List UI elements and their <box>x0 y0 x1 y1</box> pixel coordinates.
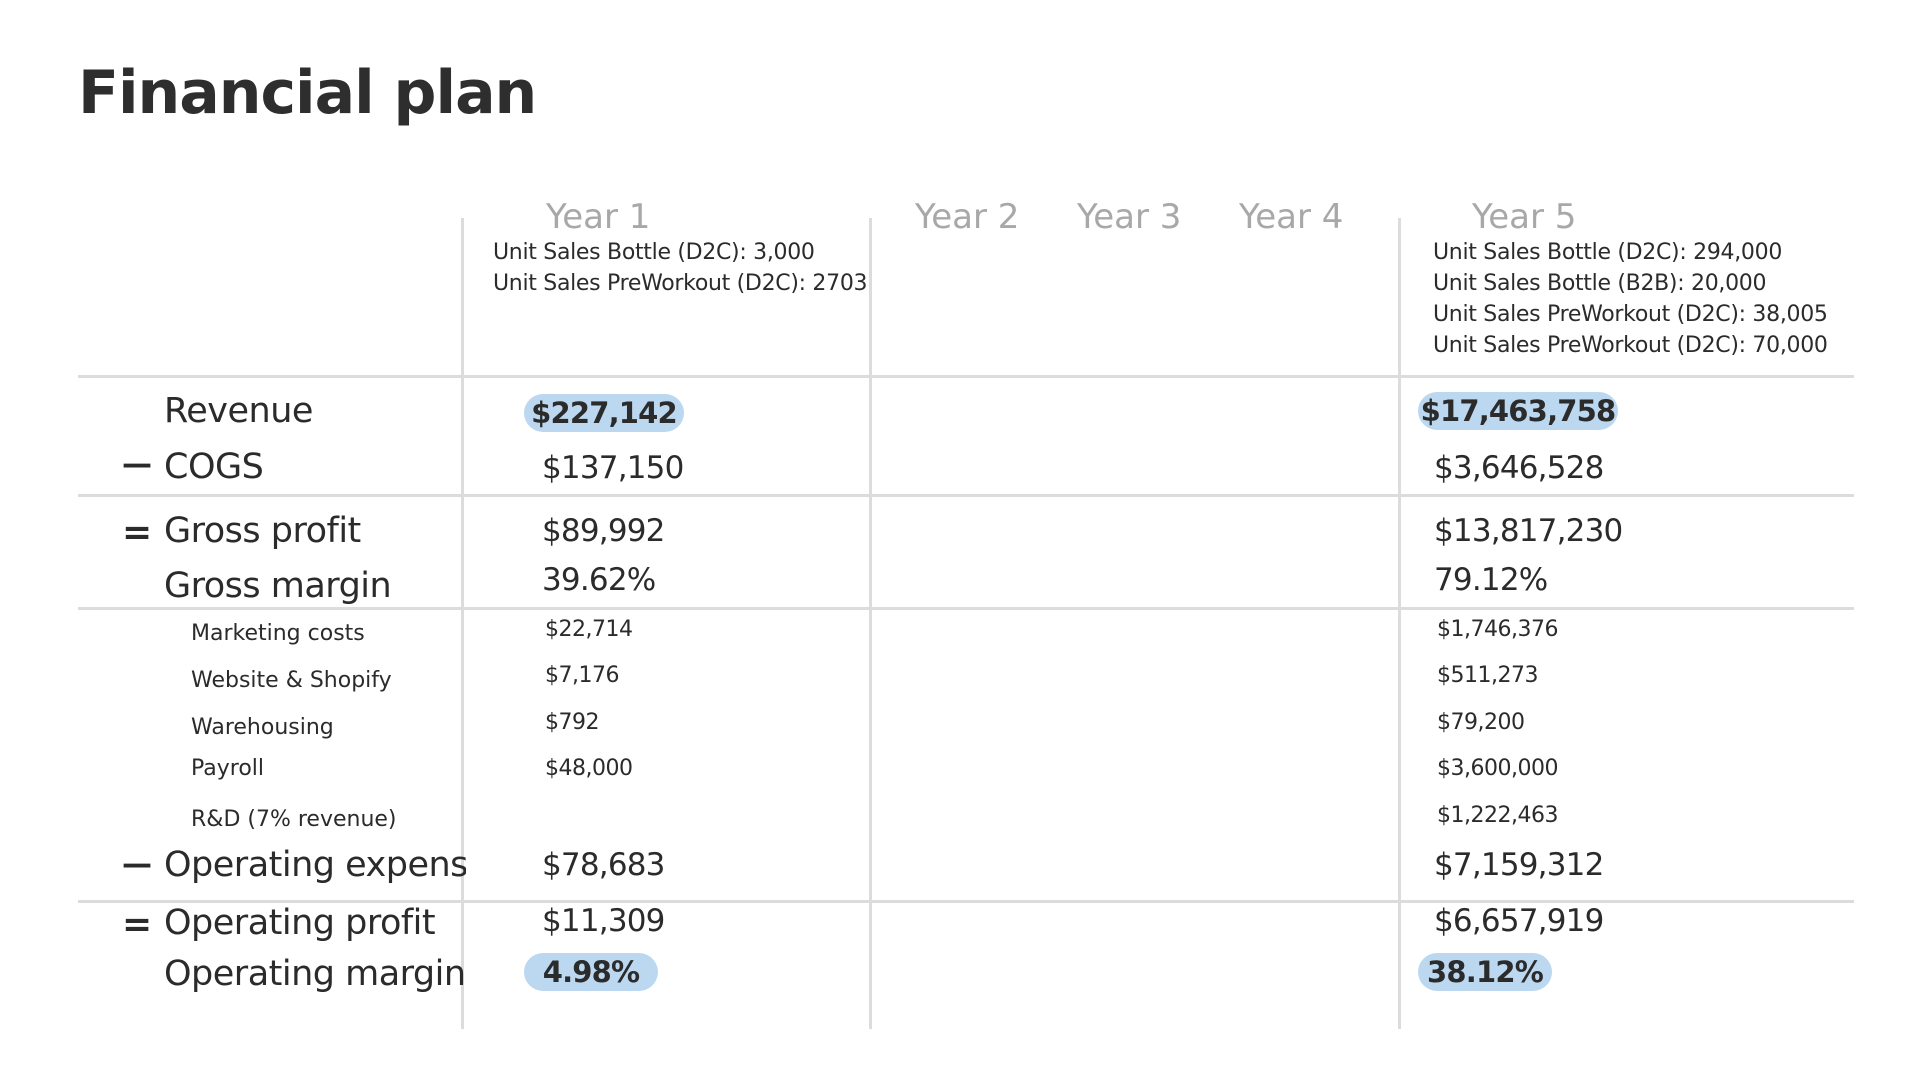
column-header-year-3: Year 3 <box>1077 197 1182 237</box>
year-1-cogs-value: $137,150 <box>542 450 684 486</box>
year-5-rnd-value: $1,222,463 <box>1437 803 1558 828</box>
note-line: Unit Sales PreWorkout (D2C): 70,000 <box>1433 333 1828 358</box>
minus-operator-icon: — <box>122 447 152 482</box>
year-1-website-value: $7,176 <box>545 663 619 688</box>
row-label-gross-margin: Gross margin <box>164 566 392 606</box>
column-header-year-2: Year 2 <box>915 197 1020 237</box>
row-label-gross-profit: Gross profit <box>164 511 361 551</box>
year-5-payroll-value: $3,600,000 <box>1437 756 1558 781</box>
year-5-operating-profit-value: $6,657,919 <box>1434 903 1604 939</box>
note-line: Unit Sales PreWorkout (D2C): 2703 <box>493 271 868 296</box>
year-5-gross-profit-value: $13,817,230 <box>1434 513 1623 549</box>
year-1-notes: Unit Sales Bottle (D2C): 3,000 Unit Sale… <box>493 237 868 299</box>
year-5-revenue-highlight: $17,463,758 <box>1418 392 1618 430</box>
grid-divider-vertical <box>461 218 464 1029</box>
row-label-revenue: Revenue <box>164 391 313 431</box>
year-5-notes: Unit Sales Bottle (D2C): 294,000 Unit Sa… <box>1433 237 1828 361</box>
year-5-warehousing-value: $79,200 <box>1437 710 1525 735</box>
row-label-marketing-costs: Marketing costs <box>191 621 365 646</box>
grid-divider-horizontal <box>78 375 1854 378</box>
row-label-website-shopify: Website & Shopify <box>191 668 392 693</box>
year-1-operating-profit-value: $11,309 <box>542 903 665 939</box>
row-label-operating-expenses: Operating expenses <box>164 848 466 883</box>
note-line: Unit Sales Bottle (D2C): 3,000 <box>493 240 815 265</box>
row-label-warehousing: Warehousing <box>191 715 334 740</box>
year-1-warehousing-value: $792 <box>545 710 600 735</box>
grid-divider-vertical <box>1398 218 1401 1029</box>
grid-divider-horizontal <box>78 494 1854 497</box>
year-1-gross-margin-value: 39.62% <box>542 562 656 598</box>
year-5-marketing-value: $1,746,376 <box>1437 617 1558 642</box>
row-label-rnd: R&D (7% revenue) <box>191 807 397 832</box>
column-header-year-4: Year 4 <box>1239 197 1344 237</box>
year-1-opex-value: $78,683 <box>542 847 665 883</box>
page-title: Financial plan <box>78 58 537 128</box>
note-line: Unit Sales Bottle (B2B): 20,000 <box>1433 271 1767 296</box>
row-label-operating-margin: Operating margin <box>164 954 466 994</box>
grid-divider-horizontal <box>78 900 1854 903</box>
equals-operator-icon: = <box>122 904 153 945</box>
note-line: Unit Sales Bottle (D2C): 294,000 <box>1433 240 1783 265</box>
year-5-operating-margin-highlight: 38.12% <box>1418 953 1552 991</box>
row-label-operating-profit: Operating profit <box>164 903 436 943</box>
grid-divider-horizontal <box>78 607 1854 610</box>
year-1-marketing-value: $22,714 <box>545 617 633 642</box>
year-5-opex-value: $7,159,312 <box>1434 847 1604 883</box>
grid-divider-vertical <box>869 218 872 1029</box>
year-1-operating-margin-highlight: 4.98% <box>524 953 658 991</box>
row-label-payroll: Payroll <box>191 756 265 781</box>
year-1-revenue-highlight: $227,142 <box>524 394 684 432</box>
row-label-cogs: COGS <box>164 447 264 487</box>
year-1-payroll-value: $48,000 <box>545 756 633 781</box>
column-header-year-5: Year 5 <box>1472 197 1577 237</box>
year-5-cogs-value: $3,646,528 <box>1434 450 1604 486</box>
year-1-gross-profit-value: $89,992 <box>542 513 665 549</box>
note-line: Unit Sales PreWorkout (D2C): 38,005 <box>1433 302 1828 327</box>
year-5-website-value: $511,273 <box>1437 663 1538 688</box>
column-header-year-1: Year 1 <box>546 197 651 237</box>
minus-operator-icon: — <box>122 847 152 882</box>
year-5-gross-margin-value: 79.12% <box>1434 562 1548 598</box>
equals-operator-icon: = <box>122 512 153 553</box>
